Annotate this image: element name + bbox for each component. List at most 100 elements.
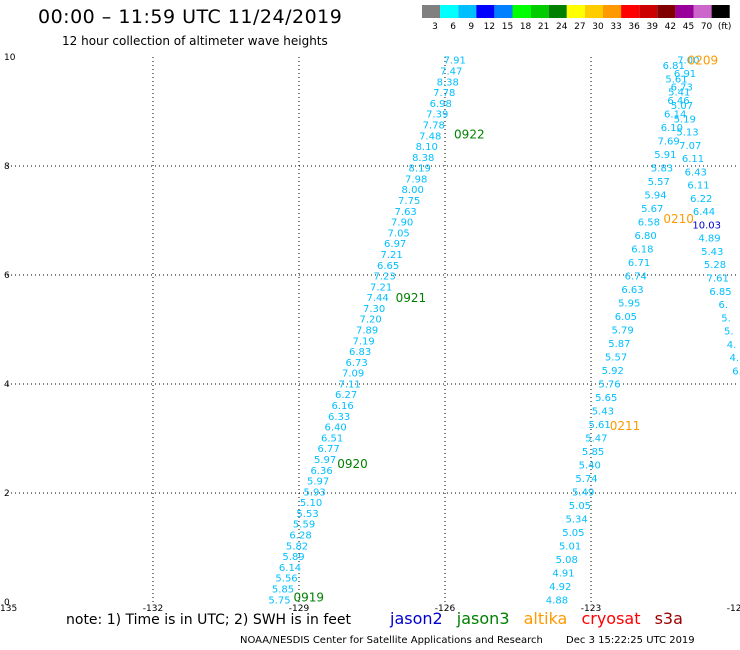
y-tick-label: 4	[4, 380, 10, 390]
wave-height-value: 5.40	[579, 460, 601, 471]
wave-height-value: 5.19	[674, 114, 696, 125]
wave-height-value: 6.	[732, 366, 740, 377]
wave-height-value: 5.74	[575, 474, 597, 485]
colorbar-label: 21	[538, 22, 549, 31]
wave-height-value: 7.00	[677, 56, 699, 67]
footnote: note: 1) Time is in UTC; 2) SWH is in fe…	[66, 612, 352, 628]
wave-height-value: 7.21	[381, 250, 403, 261]
wave-height-value: 4.	[727, 340, 737, 351]
wave-height-value: 6.46	[667, 96, 689, 107]
wave-height-value: 5.85	[582, 447, 604, 458]
colorbar-label: 18	[520, 22, 532, 31]
wave-height-value: 6.74	[625, 272, 647, 283]
wave-height-value: 7.39	[426, 110, 448, 121]
colorbar-swatch	[512, 5, 531, 18]
wave-height-value: 5.94	[644, 191, 666, 202]
wave-height-value: 6.27	[335, 390, 357, 401]
y-tick-label: 10	[4, 53, 16, 63]
chart-title: 00:00 – 11:59 UTC 11/24/2019	[38, 6, 343, 28]
wave-height-value: 7.09	[342, 369, 364, 380]
wave-height-value: 6.97	[384, 239, 406, 250]
colorbar-label: 15	[502, 22, 513, 31]
wave-height-value: 4.89	[698, 234, 720, 245]
credit-timestamp: Dec 3 15:22:25 UTC 2019	[566, 635, 695, 646]
wave-height-value: 5.92	[602, 366, 624, 377]
wave-height-value: 6.28	[289, 531, 311, 542]
wave-height-value: 4.92	[549, 582, 571, 593]
colorbar-label: (ft)	[718, 22, 732, 31]
wave-height-value: 7.78	[433, 88, 455, 99]
wave-height-value: 5.97	[307, 477, 329, 488]
wave-height-value: 6.	[718, 300, 728, 311]
wave-height-value: 6.63	[621, 285, 643, 296]
wave-height-value: 5.61	[589, 420, 611, 431]
wave-height-value: 6.81	[663, 61, 685, 72]
wave-height-value: 5.87	[608, 339, 630, 350]
pass-time-label: 0919	[293, 591, 324, 605]
colorbar-swatch	[530, 5, 549, 18]
wave-height-value: 7.90	[391, 218, 413, 229]
colorbar-label: 45	[683, 22, 694, 31]
wave-height-value: 5.08	[556, 555, 578, 566]
colorbar-label: 3	[432, 22, 438, 31]
wave-height-value: 7.75	[398, 196, 420, 207]
wave-height-value: 8.00	[402, 185, 424, 196]
wave-height-value: 5.82	[286, 541, 308, 552]
wave-height-value: 7.78	[423, 120, 445, 131]
colorbar-label: 6	[450, 22, 456, 31]
credit-center: NOAA/NESDIS Center for Satellite Applica…	[240, 635, 543, 646]
wave-height-value: 10.03	[692, 220, 721, 231]
wave-height-value: 7.89	[356, 326, 378, 337]
colorbar-swatch	[584, 5, 603, 18]
pass-time-label: 0211	[610, 419, 641, 433]
wave-height-value: 8.38	[437, 77, 459, 88]
wave-height-value: 7.11	[338, 379, 360, 390]
x-tick-label: -132	[143, 604, 163, 614]
x-tick-label: -120	[727, 604, 740, 614]
wave-height-value: 5.89	[282, 552, 304, 563]
wave-height-value: 5.57	[648, 177, 670, 188]
wave-height-value: 5.34	[566, 514, 588, 525]
wave-height-value: 5.43	[592, 406, 614, 417]
wave-height-value: 6.40	[324, 423, 346, 434]
wave-height-value: 5.41	[668, 88, 690, 99]
pass-time-label: 0921	[396, 291, 427, 305]
wave-height-value: 6.91	[674, 69, 696, 80]
wave-height-value: 5.65	[595, 393, 617, 404]
wave-height-value: 6.11	[687, 181, 709, 192]
satellite-altika: altika	[523, 609, 568, 628]
wave-height-value: 5.53	[296, 509, 318, 520]
wave-height-value: 5.93	[303, 487, 325, 498]
colorbar-swatch	[476, 5, 495, 18]
chart-subtitle: 12 hour collection of altimeter wave hei…	[62, 34, 328, 48]
pass-time-label: 0209	[688, 54, 719, 68]
colorbar-label: 12	[484, 22, 495, 31]
wave-height-value: 5.28	[704, 260, 726, 271]
wave-height-value: 6.44	[693, 207, 715, 218]
wave-height-value: 7.20	[360, 315, 382, 326]
wave-height-value: 5.67	[641, 204, 663, 215]
wave-height-value: 5.97	[314, 455, 336, 466]
credit-line: NOAA/NESDIS Center for Satellite Applica…	[240, 635, 715, 646]
wave-height-value: 5.43	[701, 247, 723, 258]
wave-height-value: 6.11	[682, 154, 704, 165]
wave-height-value: 8.19	[409, 164, 431, 175]
colorbar-label: 30	[592, 22, 604, 31]
wave-height-value: 7.69	[657, 137, 679, 148]
colorbar-swatch	[494, 5, 513, 18]
wave-height-value: 6.36	[310, 466, 332, 477]
pass-time-label: 0210	[663, 212, 694, 226]
wave-height-value: 5.10	[300, 498, 322, 509]
wave-height-value: 5.61	[665, 74, 687, 85]
wave-height-value: 6.98	[430, 99, 452, 110]
x-tick-label: -126	[435, 604, 456, 614]
wave-height-value: 5.75	[268, 595, 290, 606]
wave-height-value: 7.19	[352, 336, 374, 347]
wave-height-value: 7.30	[363, 304, 385, 315]
wave-height-value: 6.33	[328, 412, 350, 423]
wave-height-value: 5.91	[654, 150, 676, 161]
satellite-tracks: 5.755.855.566.145.895.826.285.595.535.10…	[268, 54, 740, 607]
wave-height-value: 6.22	[690, 194, 712, 205]
wave-height-value: 5.05	[569, 501, 591, 512]
satellite-legend: jason2 jason3 altika cryosat s3a	[390, 609, 692, 628]
